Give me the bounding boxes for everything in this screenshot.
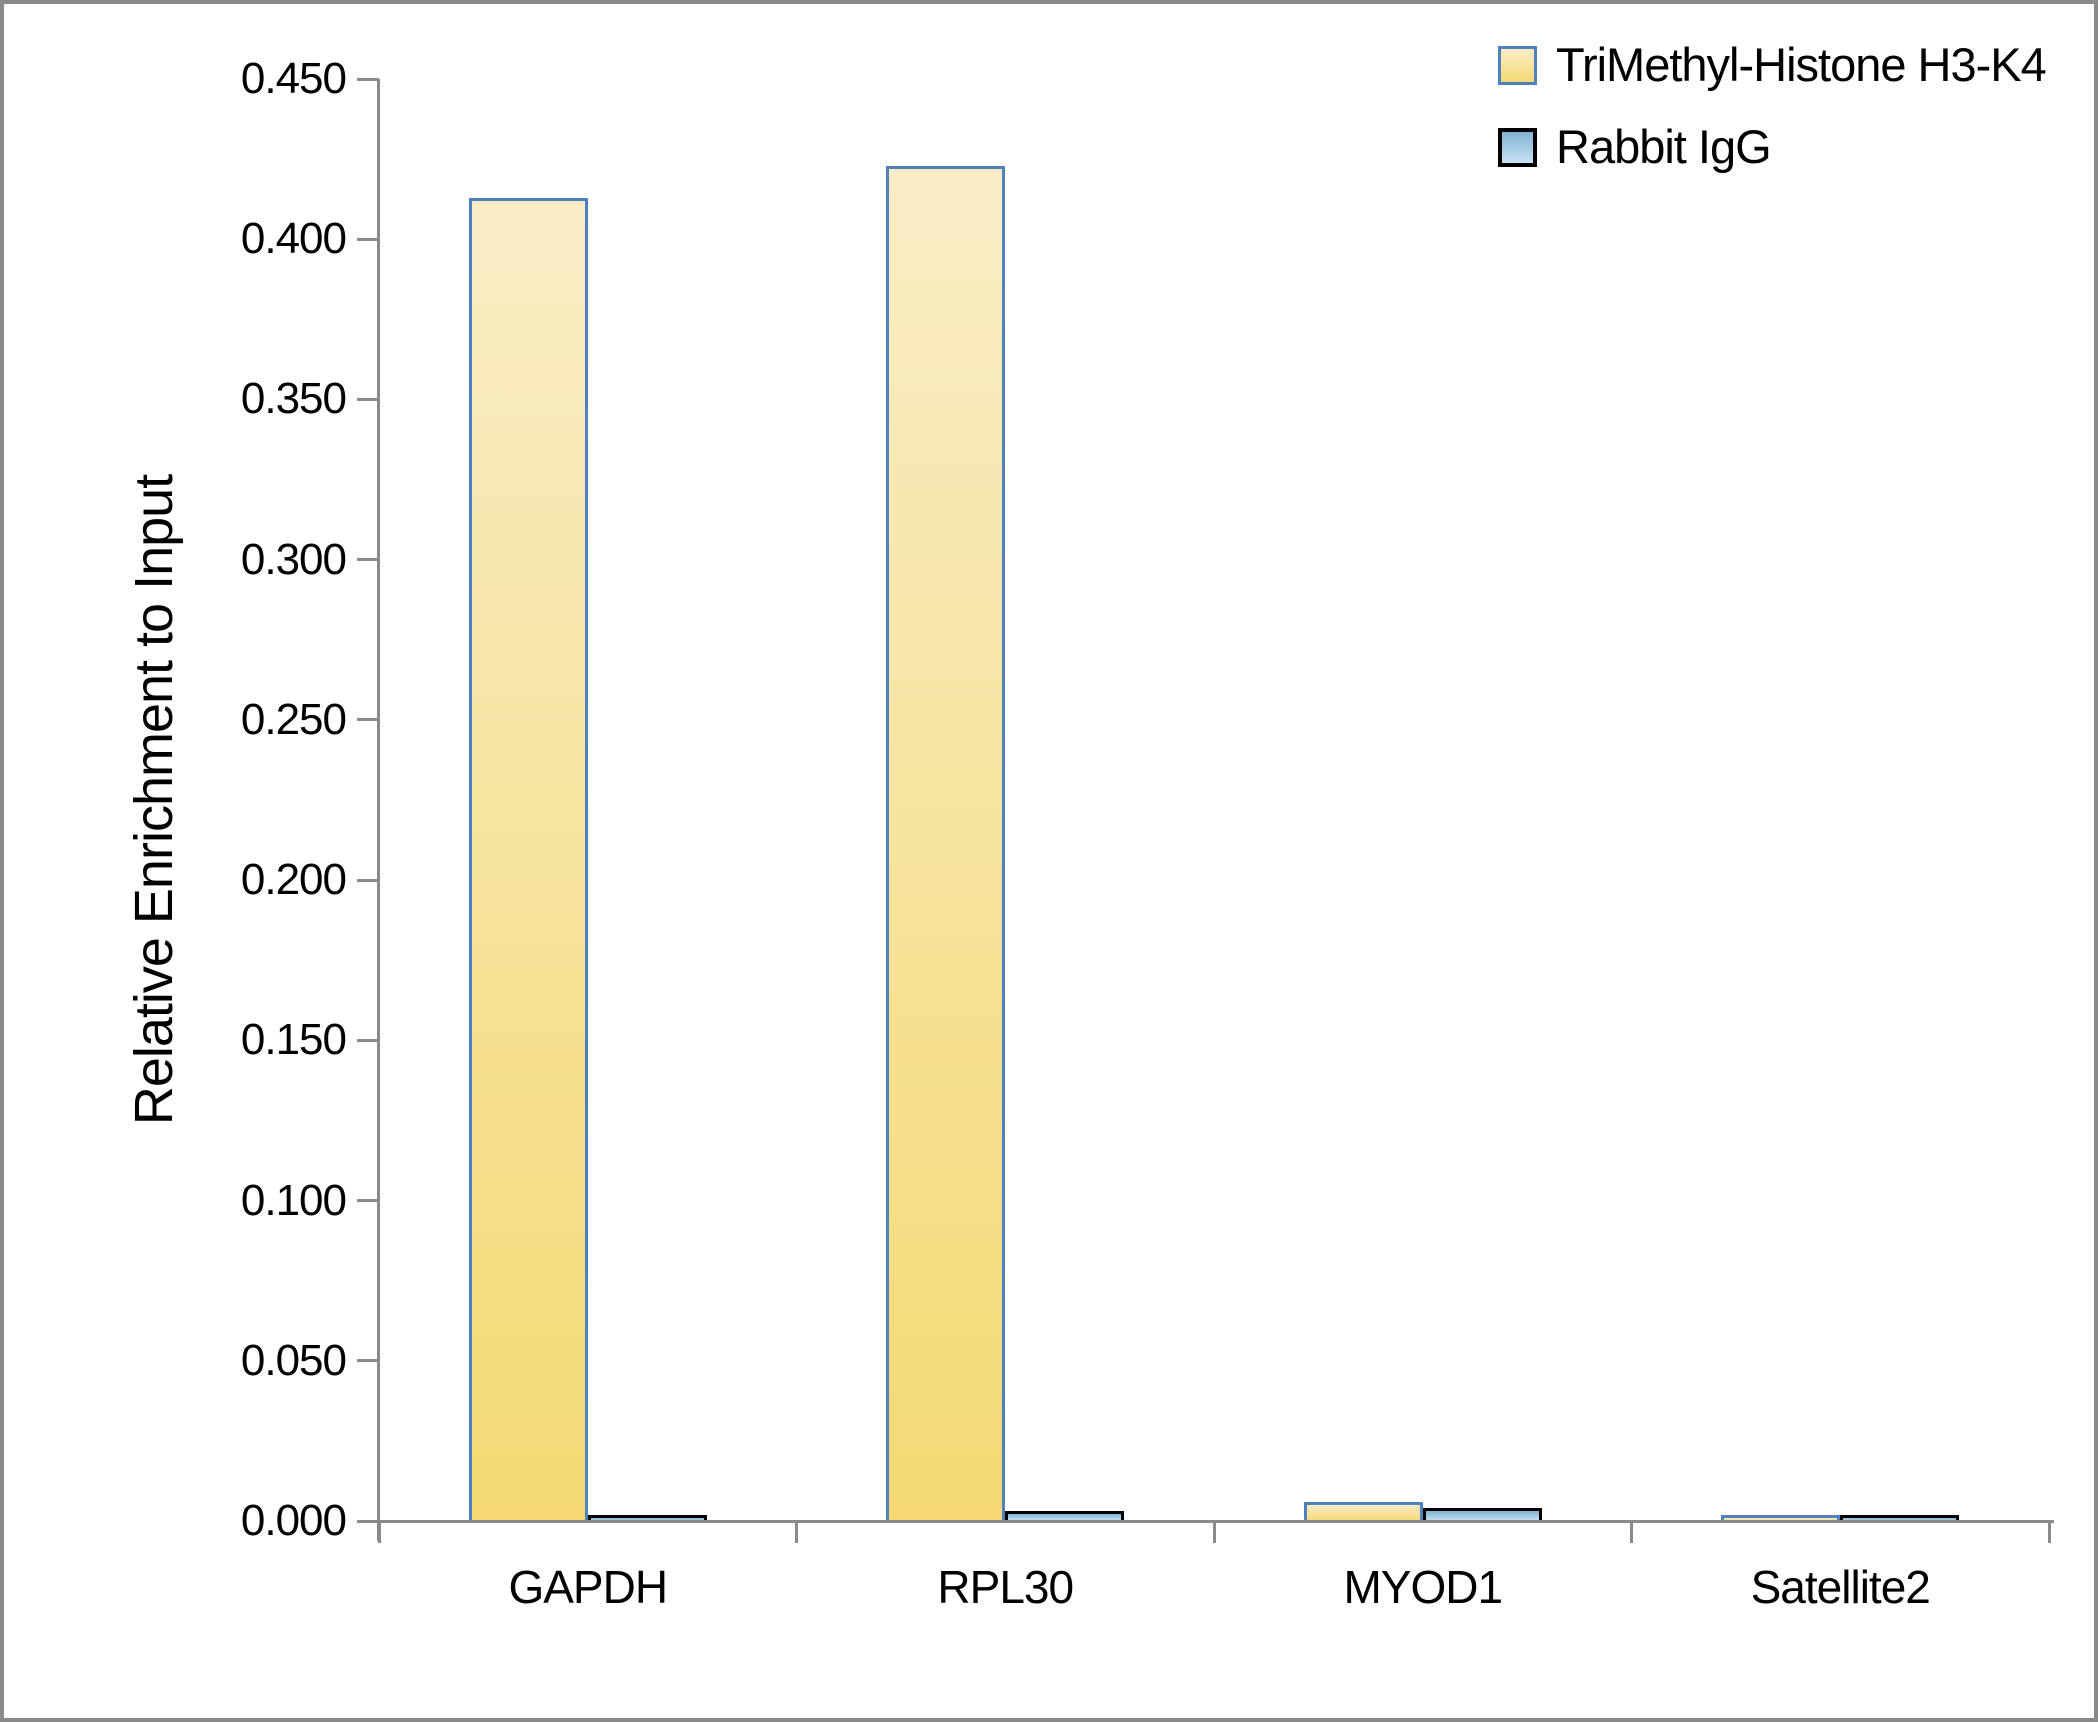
x-category-tick bbox=[1212, 1521, 1216, 1543]
bar-igg-satellite2 bbox=[1840, 1514, 1960, 1521]
bar-trimethyl-satellite2 bbox=[1721, 1514, 1841, 1521]
y-tick bbox=[357, 397, 379, 401]
y-tick bbox=[357, 237, 379, 241]
x-axis-line bbox=[357, 1519, 2054, 1523]
legend-swatch-trimethyl bbox=[1498, 46, 1537, 85]
legend-label-trimethyl: TriMethyl-Histone H3-K4 bbox=[1556, 38, 2047, 91]
bar-trimethyl-gapdh bbox=[468, 197, 588, 1521]
y-tick bbox=[357, 878, 379, 882]
bar-trimethyl-rpl30 bbox=[886, 165, 1006, 1521]
y-tick-label: 0.250 bbox=[240, 694, 347, 744]
y-axis-line bbox=[377, 79, 380, 1541]
x-category-label: Satellite2 bbox=[1750, 1561, 1931, 1613]
bar-trimethyl-myod1 bbox=[1303, 1501, 1423, 1521]
bar-igg-gapdh bbox=[587, 1514, 707, 1521]
y-tick bbox=[357, 1359, 379, 1363]
y-tick-label: 0.200 bbox=[240, 855, 347, 905]
x-category-label: MYOD1 bbox=[1343, 1561, 1503, 1613]
x-category-label: RPL30 bbox=[937, 1561, 1074, 1613]
x-category-label: GAPDH bbox=[508, 1561, 668, 1613]
legend-swatch-igg bbox=[1498, 128, 1537, 167]
y-tick bbox=[357, 1038, 379, 1042]
bar-igg-myod1 bbox=[1422, 1508, 1542, 1521]
y-tick bbox=[357, 718, 379, 722]
x-category-tick bbox=[795, 1521, 798, 1543]
y-tick-label: 0.350 bbox=[240, 374, 347, 424]
y-tick-label: 0.300 bbox=[240, 534, 347, 584]
y-tick bbox=[357, 1199, 379, 1203]
x-category-tick bbox=[1630, 1521, 1633, 1543]
bar-igg-rpl30 bbox=[1005, 1511, 1125, 1521]
y-tick-label: 0.100 bbox=[240, 1175, 347, 1225]
y-tick-label: 0.050 bbox=[240, 1335, 347, 1385]
x-category-tick bbox=[377, 1521, 381, 1543]
x-category-tick bbox=[2047, 1521, 2051, 1543]
y-tick bbox=[357, 558, 379, 562]
y-tick-label: 0.450 bbox=[240, 54, 347, 103]
y-tick-label: 0.000 bbox=[240, 1496, 347, 1545]
legend-label-igg: Rabbit IgG bbox=[1556, 120, 1772, 173]
y-tick-label: 0.150 bbox=[240, 1015, 347, 1065]
y-tick bbox=[357, 77, 379, 81]
y-tick-label: 0.400 bbox=[240, 214, 347, 264]
